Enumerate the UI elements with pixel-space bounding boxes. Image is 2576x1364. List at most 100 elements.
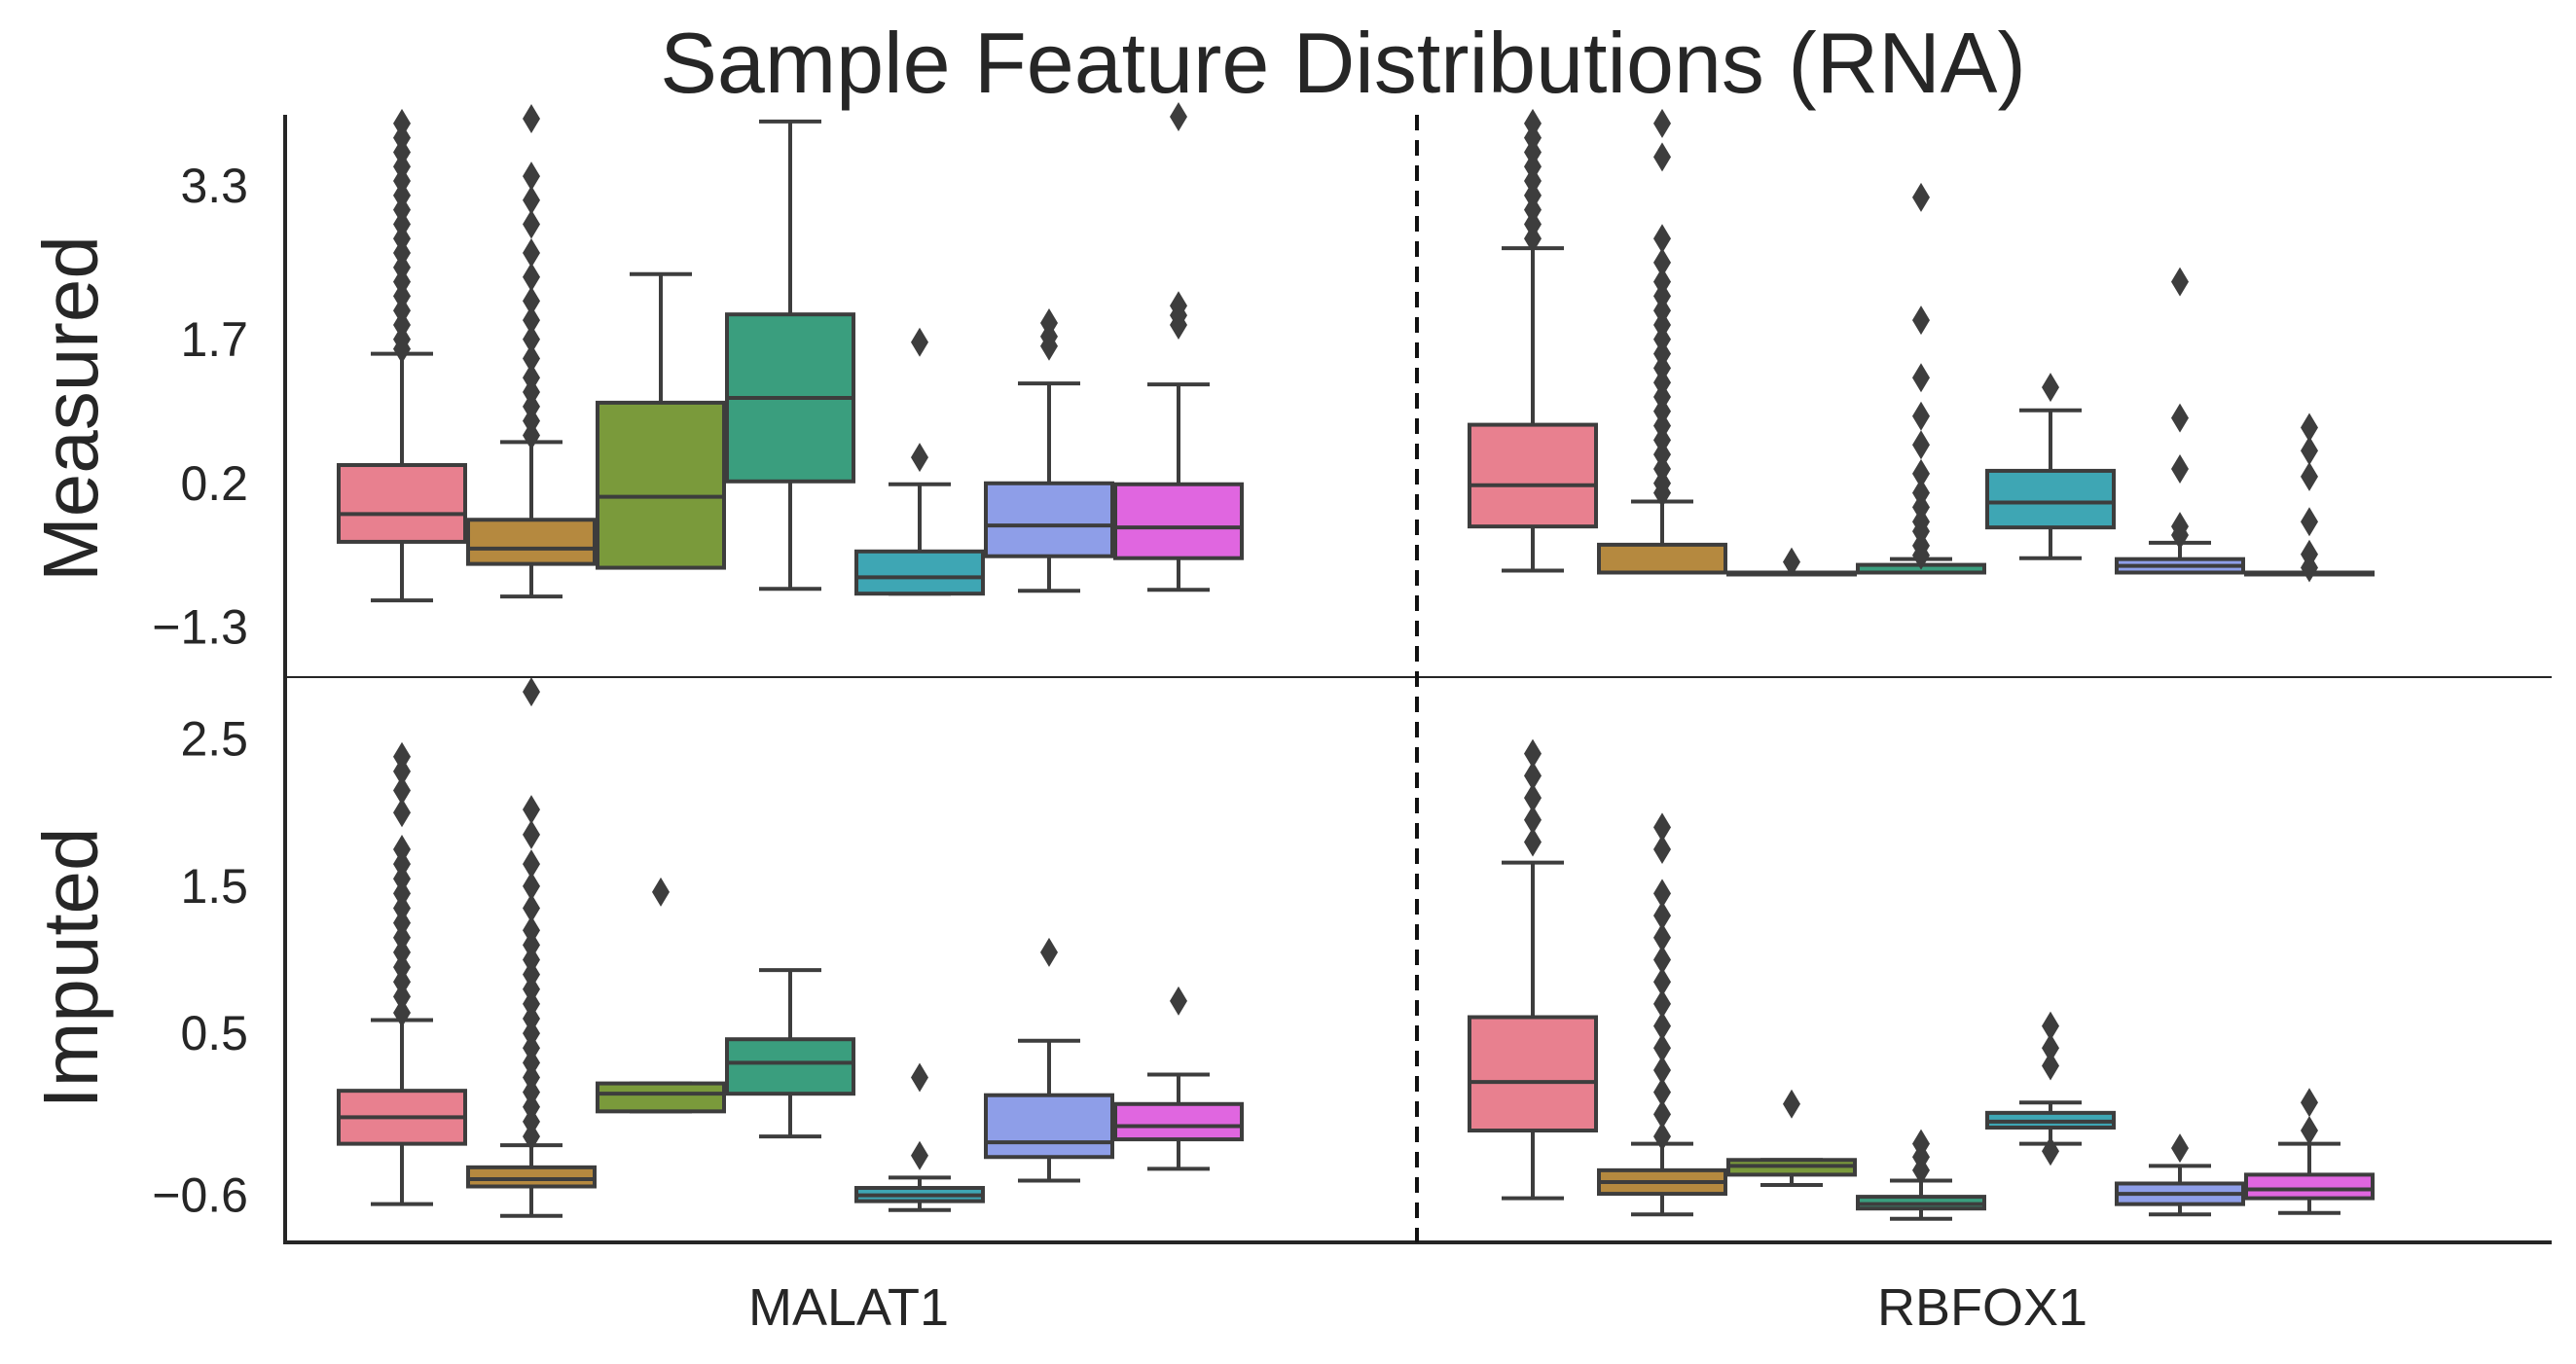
outlier-point [393,908,411,938]
outlier-point [393,108,411,138]
outlier-point [2171,267,2189,297]
outlier-point [523,1106,540,1136]
outlier-point [1912,458,1930,488]
outlier-point [393,879,411,909]
outlier-point [523,103,540,133]
outlier-point [1912,305,1930,336]
outlier-point [393,922,411,952]
outlier-point [1170,986,1187,1016]
outlier-point [1653,267,1671,297]
outlier-point [393,952,411,983]
outlier-point [393,893,411,923]
outlier-point [1524,738,1542,769]
box [466,518,597,566]
outlier-point [911,443,928,473]
outlier-point [1653,922,1671,952]
outlier-point [2171,512,2189,542]
outlier-point [1653,835,1671,865]
outlier-point [523,1122,540,1152]
outlier-point [1653,1077,1671,1107]
outlier-point [2042,373,2059,403]
outlier-point [2042,1136,2059,1167]
row-label-imputed: Imputed [27,827,114,1108]
outlier-point [523,819,540,849]
outlier-point [523,959,540,989]
outlier-point [523,988,540,1019]
chart-marks: 3.3 1.7 0.2 −1.3 2.5 1.5 0.5 −0.6 [152,101,2375,1223]
outlier-point [1170,291,1187,321]
outlier-point [1912,401,1930,431]
outlier-point [2042,1011,2059,1041]
outlier-point [1524,783,1542,813]
box [1985,468,2116,530]
outlier-point [1653,142,1671,172]
outlier-point [523,286,540,316]
outlier-point [1653,224,1671,254]
box [984,481,1114,558]
outlier-point [523,1077,540,1107]
outlier-point [523,795,540,825]
box [466,1165,597,1189]
y-tick-label: 0.5 [180,1006,248,1060]
outlier-point [1653,1055,1671,1085]
outlier-point [1912,363,1930,393]
box [2244,1172,2375,1201]
outlier-point [1040,937,1058,967]
y-tick-label: 1.7 [180,312,248,367]
outlier-point [1653,1033,1671,1063]
outlier-point [1653,879,1671,909]
y-tick-label: 0.2 [180,456,248,511]
outlier-point [523,324,540,354]
outlier-point [1912,182,1930,212]
y-tick-label: −0.6 [152,1168,248,1223]
outlier-point [1653,967,1671,997]
outlier-point [1653,988,1671,1019]
outlier-point [2301,507,2318,537]
outlier-point [393,982,411,1012]
outlier-point [652,877,670,907]
outlier-point [1653,1011,1671,1041]
outlier-point [523,677,540,707]
box [984,1093,1114,1160]
outlier-point [1040,308,1058,339]
y-tick-label: −1.3 [152,600,248,655]
outlier-point [2301,539,2318,569]
outlier-point [2301,1088,2318,1118]
outlier-point [911,1062,928,1093]
outlier-point [1783,547,1800,577]
outlier-point [523,974,540,1004]
outlier-point [523,871,540,901]
box [596,400,726,570]
outlier-point [2171,453,2189,484]
outlier-point [523,185,540,215]
box [1597,542,1727,575]
outlier-point [1653,1122,1671,1152]
outlier-point [523,893,540,923]
outlier-point [393,775,411,806]
outlier-point [523,1004,540,1034]
outlier-point [523,305,540,336]
outlier-point [523,162,540,192]
outlier-point [523,1048,540,1078]
outlier-point [1912,430,1930,460]
y-tick-label: 1.5 [180,859,248,914]
outlier-point [2301,1116,2318,1146]
outlier-point [523,930,540,960]
y-tick-label: 3.3 [180,159,248,213]
outlier-point [2301,413,2318,443]
outlier-point [1653,108,1671,138]
outlier-point [1653,901,1671,931]
outlier-point [523,262,540,292]
box [725,1037,855,1096]
outlier-point [523,945,540,975]
outlier-point [1912,478,1930,508]
outlier-point [2171,403,2189,433]
chart-title: Sample Feature Distributions (RNA) [660,15,2026,111]
outlier-point [2301,461,2318,491]
outlier-point [1653,1099,1671,1130]
outlier-point [523,238,540,269]
row-label-measured: Measured [27,235,114,582]
outlier-point [1524,108,1542,138]
box [854,549,985,596]
